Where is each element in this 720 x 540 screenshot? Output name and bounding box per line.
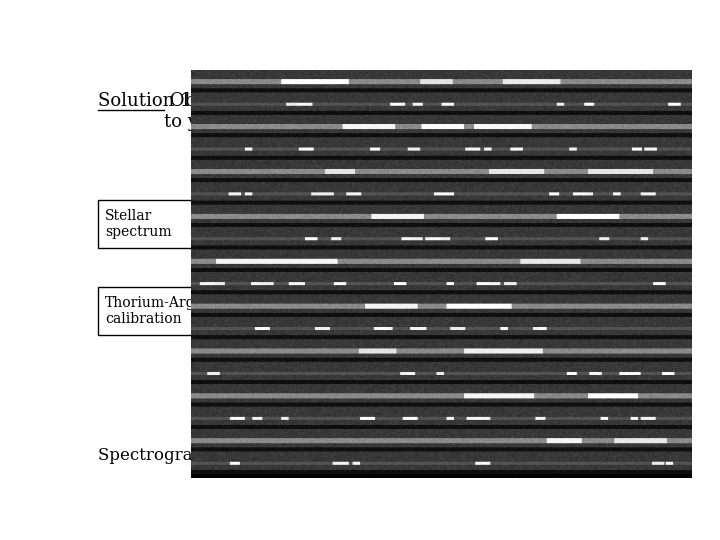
Text: Solution 1:: Solution 1: — [99, 92, 198, 110]
FancyBboxPatch shape — [99, 287, 221, 335]
Text: Thorium-Argon
calibration: Thorium-Argon calibration — [105, 296, 213, 327]
Text: Spectrographs: CORALIE, ELODIE, HARPS: Spectrographs: CORALIE, ELODIE, HARPS — [99, 447, 466, 464]
FancyBboxPatch shape — [99, 200, 207, 248]
Text: Stellar
spectrum: Stellar spectrum — [105, 209, 171, 239]
Text: Observe your calibration source (Th-Ar) simultaneously
to your data:: Observe your calibration source (Th-Ar) … — [164, 92, 678, 131]
